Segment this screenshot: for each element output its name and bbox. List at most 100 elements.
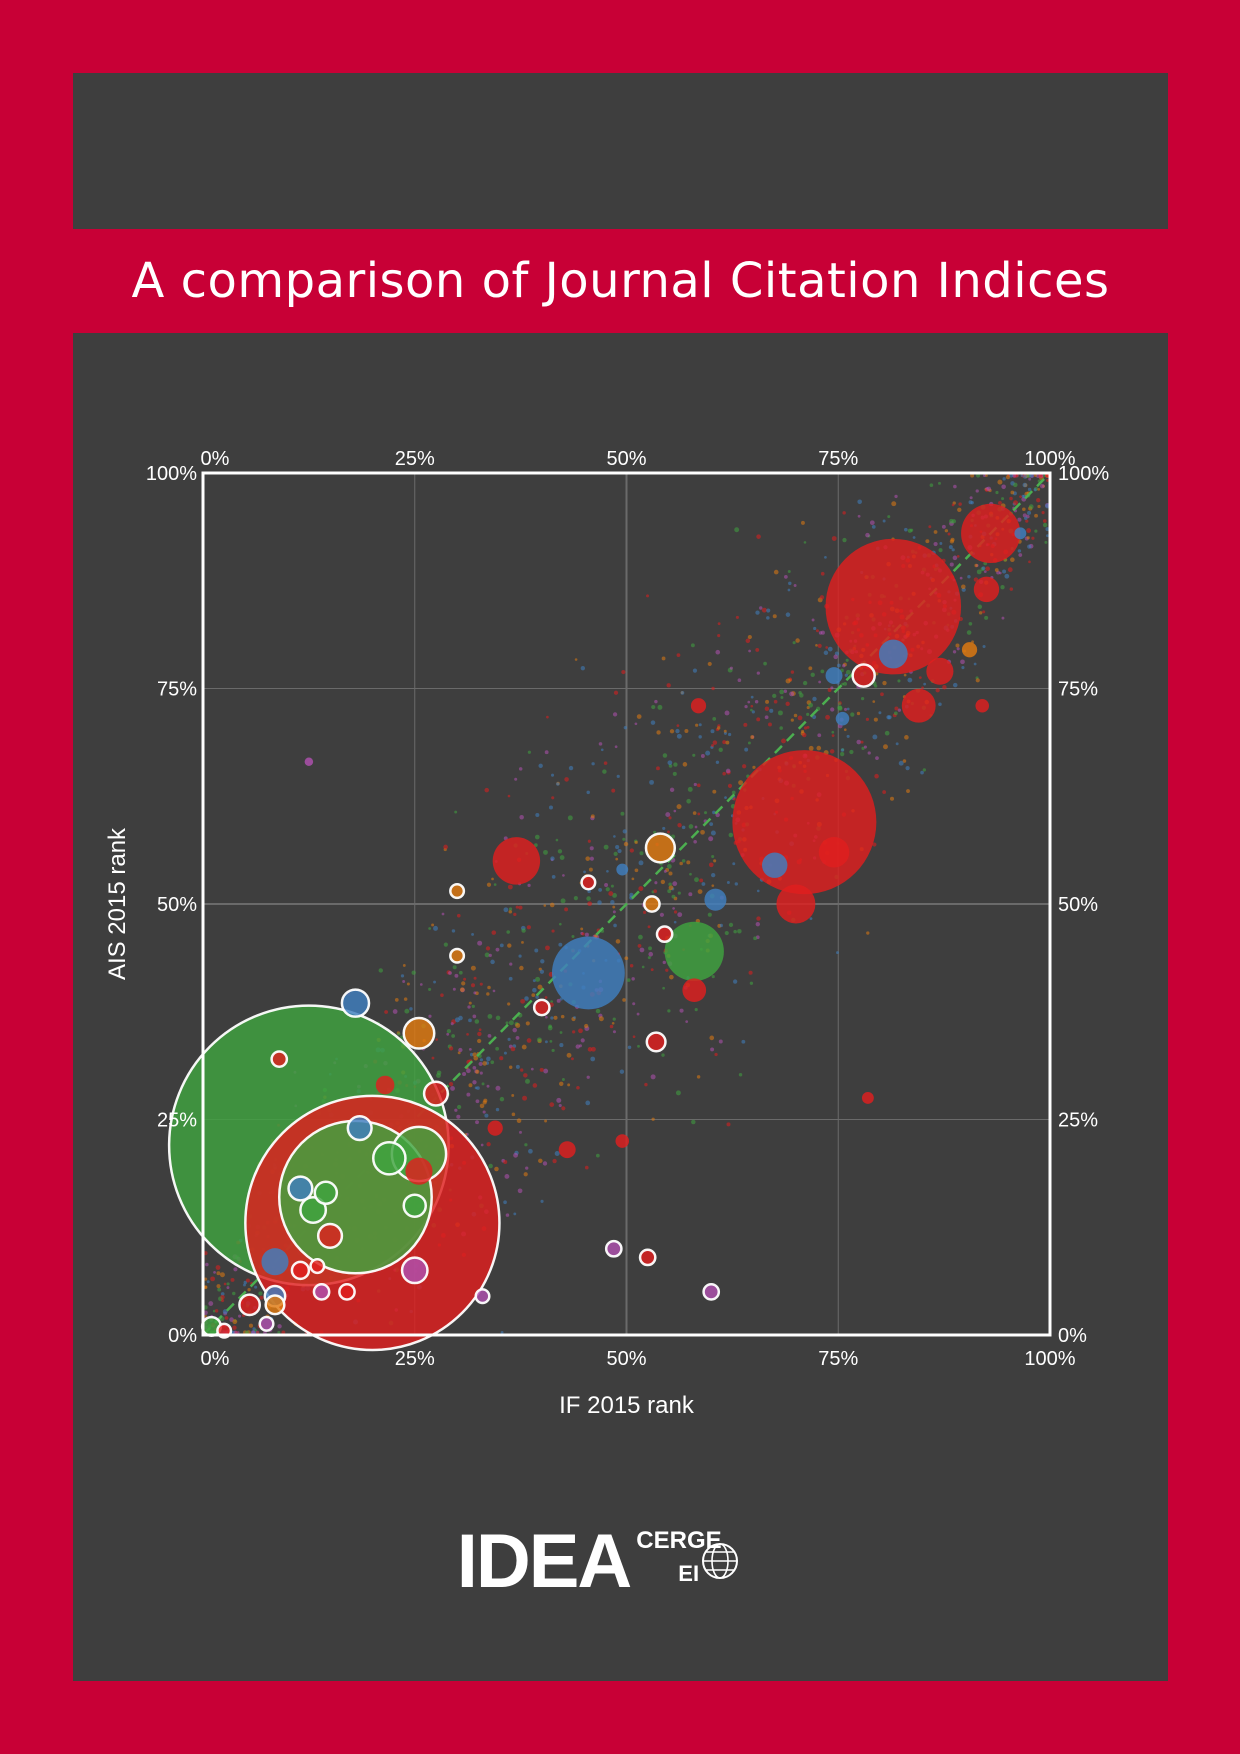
background-point — [575, 1044, 580, 1049]
background-point — [509, 962, 513, 966]
data-bubble — [474, 1288, 491, 1305]
background-point — [538, 763, 543, 768]
background-point — [731, 790, 736, 795]
background-point — [486, 1056, 491, 1062]
background-point — [629, 848, 634, 853]
background-point — [733, 929, 737, 934]
background-point — [622, 998, 626, 1002]
background-point — [232, 1319, 238, 1325]
background-point — [744, 704, 748, 709]
background-point — [475, 1120, 480, 1125]
background-point — [755, 921, 760, 927]
background-point — [766, 608, 771, 613]
background-point — [718, 1039, 723, 1044]
background-point — [590, 1056, 596, 1062]
background-point — [538, 1158, 543, 1164]
background-point — [711, 974, 715, 979]
background-point — [753, 936, 758, 941]
background-point — [656, 730, 661, 735]
background-point — [488, 953, 492, 958]
scatter-chart: 0%0%0% 0%25%25%25% 25%50%50%50% 50%75%75%75… — [104, 448, 1109, 1419]
background-point — [722, 771, 726, 776]
background-point — [503, 1200, 507, 1205]
background-point — [612, 1017, 616, 1021]
background-point — [605, 887, 610, 892]
background-point — [654, 881, 658, 885]
x-tick-label-bottom: 75% — [818, 1348, 858, 1370]
data-bubble — [682, 978, 707, 1003]
background-point — [590, 814, 595, 819]
background-point — [815, 629, 819, 633]
background-point — [673, 910, 678, 914]
background-point — [612, 910, 616, 914]
data-bubble — [704, 888, 727, 911]
background-point — [773, 569, 779, 575]
background-point — [750, 704, 754, 708]
background-point — [631, 877, 635, 881]
background-point — [534, 843, 538, 847]
background-point — [534, 948, 539, 953]
background-point — [949, 518, 954, 524]
background-point — [583, 870, 586, 874]
background-point — [570, 1057, 574, 1061]
background-point — [487, 1034, 492, 1038]
background-point — [1013, 482, 1018, 488]
background-point — [701, 882, 706, 886]
background-point — [255, 1330, 260, 1335]
background-point — [958, 502, 962, 506]
background-point — [436, 1070, 442, 1076]
background-point — [728, 732, 732, 737]
background-point — [727, 783, 733, 788]
background-point — [626, 978, 631, 982]
background-point — [223, 1282, 227, 1286]
background-point — [998, 500, 1002, 505]
background-point — [544, 1040, 548, 1044]
background-point — [428, 927, 432, 930]
background-point — [773, 699, 778, 704]
background-point — [986, 486, 992, 492]
background-point — [513, 1152, 519, 1158]
background-point — [825, 646, 829, 649]
background-point — [572, 1030, 576, 1034]
background-point — [524, 1143, 528, 1147]
background-point — [526, 925, 531, 930]
background-point — [205, 1262, 209, 1267]
background-point — [561, 1078, 565, 1081]
background-point — [608, 891, 614, 897]
background-point — [766, 616, 770, 620]
background-point — [452, 987, 456, 991]
background-point — [560, 1014, 565, 1019]
background-point — [850, 712, 855, 717]
background-point — [747, 741, 751, 745]
background-point — [961, 584, 966, 590]
background-point — [484, 1113, 489, 1118]
background-point — [903, 673, 907, 677]
background-point — [428, 1014, 432, 1018]
x-tick-label-top: 50% — [606, 448, 646, 470]
data-bubble — [449, 947, 466, 964]
background-point — [650, 1074, 656, 1080]
background-point — [458, 970, 463, 975]
background-point — [473, 1055, 479, 1061]
background-point — [660, 879, 666, 885]
background-point — [609, 1024, 614, 1029]
background-point — [886, 715, 891, 720]
background-point — [975, 489, 979, 493]
background-point — [485, 946, 491, 951]
background-point — [780, 695, 784, 699]
background-point — [566, 1052, 572, 1058]
background-point — [441, 912, 445, 916]
background-point — [1001, 616, 1005, 620]
background-point — [448, 1046, 454, 1051]
logo-idea-text: IDEA — [456, 1518, 633, 1604]
background-point — [545, 945, 550, 951]
background-point — [540, 959, 545, 964]
background-point — [668, 816, 672, 820]
background-point — [891, 501, 897, 507]
background-point — [495, 947, 500, 952]
background-point — [277, 1324, 282, 1329]
background-point — [451, 1034, 456, 1038]
background-point — [667, 1009, 671, 1013]
background-point — [742, 764, 747, 769]
background-point — [747, 700, 751, 704]
